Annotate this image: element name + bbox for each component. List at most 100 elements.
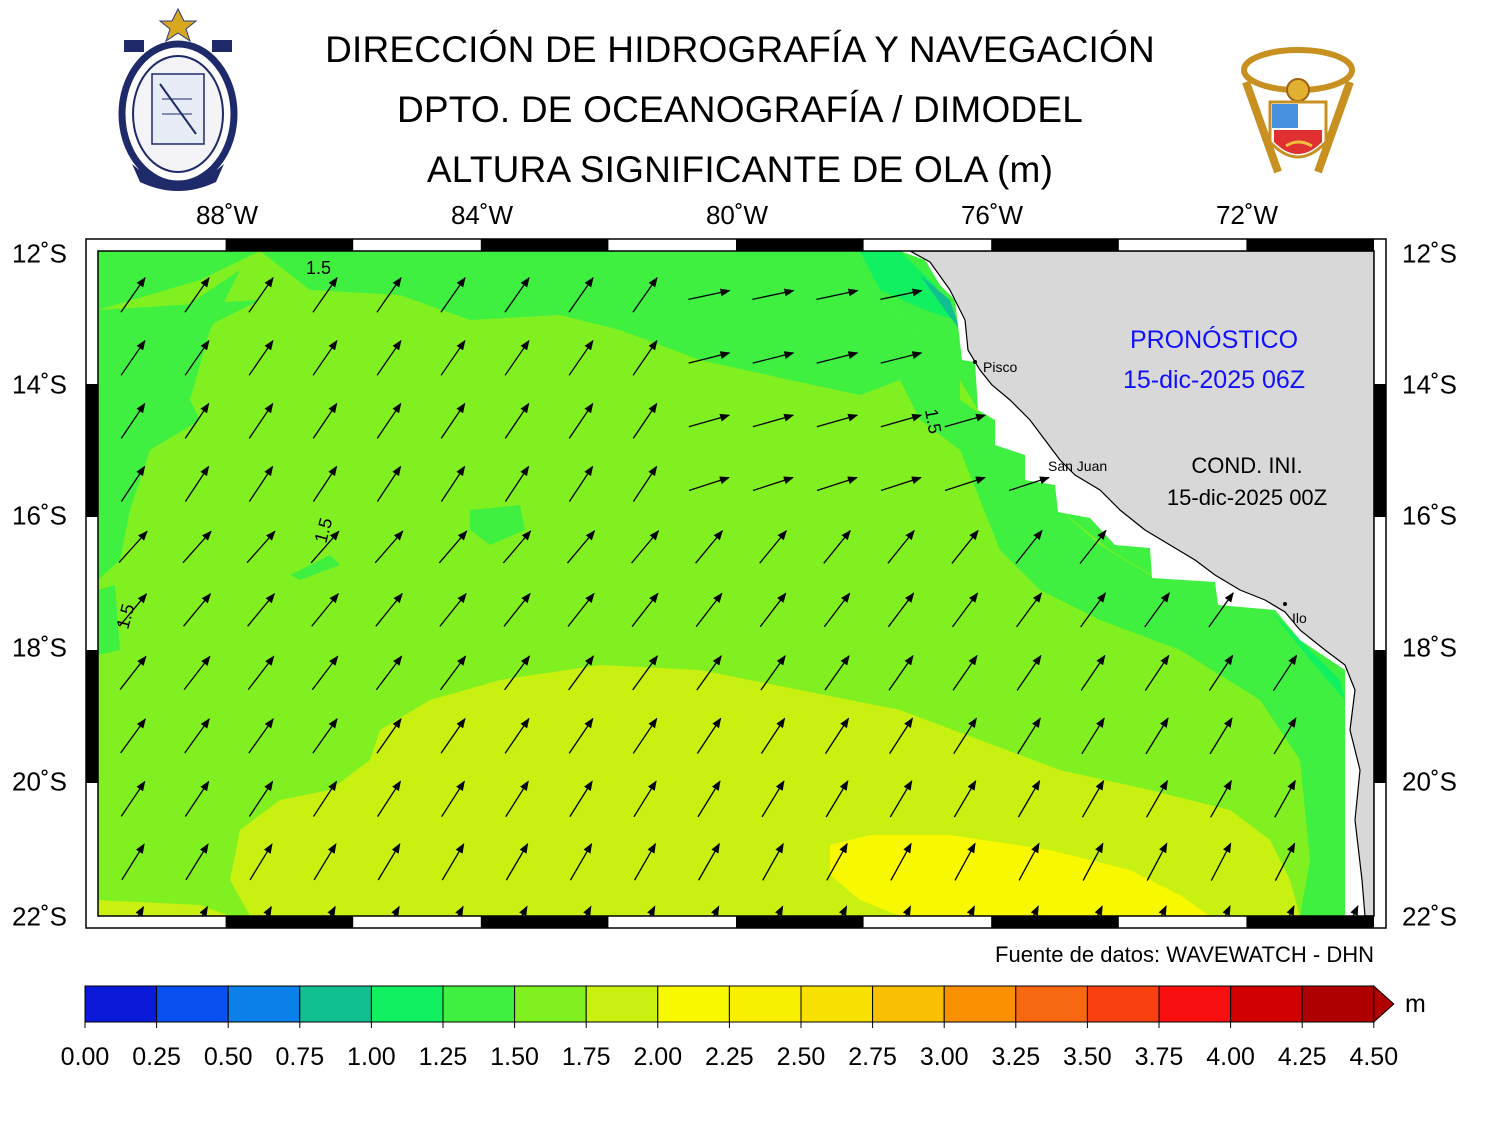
wave-direction-arrow bbox=[759, 592, 787, 628]
lat-label-right-18s: 18˚S bbox=[1402, 632, 1457, 663]
wave-direction-arrow bbox=[568, 717, 594, 754]
wave-direction-arrow bbox=[503, 592, 531, 627]
wave-direction-arrow bbox=[1144, 654, 1170, 691]
frame-scale-segment bbox=[991, 916, 1119, 928]
wave-direction-arrow bbox=[504, 717, 530, 754]
wave-direction-arrow bbox=[248, 780, 274, 817]
wave-direction-arrow bbox=[135, 905, 145, 916]
colorbar-tick-label: 1.50 bbox=[490, 1043, 539, 1071]
wave-direction-arrow bbox=[1016, 592, 1043, 628]
wave-direction-arrow bbox=[752, 476, 794, 492]
frame-scale-segment bbox=[480, 239, 609, 251]
wave-direction-arrow bbox=[247, 593, 275, 627]
frame-scale-segment bbox=[480, 916, 609, 928]
wave-direction-arrow bbox=[1015, 529, 1043, 564]
wave-zone-1-00-north bbox=[860, 251, 955, 320]
lon-label-88w: 88˚W bbox=[195, 200, 259, 230]
wave-direction-arrow bbox=[377, 780, 401, 817]
lat-label-left-22s: 22˚S bbox=[12, 901, 67, 932]
wave-direction-arrow bbox=[263, 905, 272, 916]
wave-direction-arrow bbox=[312, 276, 338, 313]
wave-direction-arrow bbox=[1350, 905, 1359, 916]
wave-direction-arrow bbox=[119, 593, 148, 627]
wave-direction-arrow bbox=[248, 402, 274, 439]
wave-direction-arrow bbox=[888, 654, 914, 691]
wave-direction-arrow bbox=[312, 339, 338, 376]
wave-direction-arrow bbox=[248, 718, 274, 754]
wave-direction-arrow bbox=[1274, 779, 1296, 818]
wave-direction-arrow bbox=[761, 780, 785, 818]
lat-label-right-16s: 16˚S bbox=[1402, 500, 1457, 531]
lat-label-right-22s: 22˚S bbox=[1402, 901, 1457, 932]
wave-direction-arrow bbox=[880, 476, 922, 492]
wave-direction-arrow bbox=[182, 530, 212, 564]
wave-direction-arrow bbox=[376, 465, 402, 502]
wave-direction-arrow bbox=[752, 351, 795, 364]
colorbar-tick-label: 0.75 bbox=[275, 1043, 325, 1071]
wave-direction-arrow bbox=[120, 718, 146, 754]
wave-direction-arrow bbox=[698, 842, 720, 881]
wave-direction-arrow bbox=[185, 843, 209, 881]
colorbar-tick-label: 2.75 bbox=[848, 1043, 897, 1071]
wave-direction-arrow bbox=[1158, 905, 1167, 916]
wave-direction-arrow bbox=[1208, 592, 1234, 628]
wave-direction-arrow bbox=[1081, 779, 1105, 818]
colorbar-tick-label: 3.75 bbox=[1134, 1043, 1184, 1071]
wave-direction-arrow bbox=[569, 842, 593, 881]
wave-direction-arrow bbox=[502, 530, 532, 564]
wave-direction-arrow bbox=[312, 780, 338, 817]
title-line-1: DIRECCIÓN DE HIDROGRAFÍA Y NAVEGACIÓN bbox=[325, 29, 1155, 70]
wave-patch-3 bbox=[98, 585, 120, 655]
colorbar-tick-label: 2.50 bbox=[776, 1043, 826, 1071]
wave-direction-arrow bbox=[632, 276, 658, 313]
wave-direction-arrow bbox=[889, 717, 913, 754]
wave-direction-arrow bbox=[455, 905, 464, 916]
wave-direction-arrow bbox=[376, 276, 402, 313]
wave-direction-arrow bbox=[504, 402, 530, 439]
colorbar-tick-label: 1.75 bbox=[561, 1043, 611, 1071]
wave-direction-arrow bbox=[632, 717, 658, 754]
wave-direction-arrow bbox=[647, 905, 656, 916]
wave-direction-arrow bbox=[311, 592, 339, 627]
wave-patch-1 bbox=[470, 505, 525, 545]
wave-direction-arrow bbox=[887, 529, 915, 564]
frame-scale-segment bbox=[736, 239, 864, 251]
wave-direction-arrow bbox=[951, 592, 979, 628]
wave-direction-arrow bbox=[1272, 654, 1298, 691]
lat-label-left-16s: 16˚S bbox=[12, 500, 67, 531]
wave-direction-arrow bbox=[825, 780, 849, 818]
wave-direction-arrow bbox=[1017, 717, 1041, 755]
wave-direction-arrow bbox=[1094, 905, 1103, 916]
wave-direction-arrow bbox=[1079, 529, 1107, 564]
wave-direction-arrow bbox=[376, 339, 402, 376]
wave-direction-arrow bbox=[688, 351, 731, 364]
wave-direction-arrow bbox=[391, 905, 400, 916]
wave-direction-arrow bbox=[311, 655, 339, 691]
wave-direction-arrow bbox=[1273, 717, 1297, 755]
wave-direction-arrow bbox=[1210, 779, 1232, 818]
forecast-time: 15-dic-2025 06Z bbox=[1123, 366, 1305, 394]
wave-direction-arrow bbox=[633, 842, 657, 881]
wave-direction-arrow bbox=[184, 718, 210, 754]
wave-direction-arrow bbox=[568, 339, 594, 376]
wave-direction-arrow bbox=[1016, 654, 1042, 691]
wave-direction-arrow bbox=[374, 530, 404, 564]
wave-direction-arrow bbox=[568, 465, 594, 502]
wave-direction-arrow bbox=[183, 655, 211, 691]
wave-direction-arrow bbox=[504, 655, 531, 691]
wave-direction-arrow bbox=[376, 402, 402, 439]
wave-direction-arrow bbox=[824, 655, 850, 691]
lat-label-right-14s: 14˚S bbox=[1402, 369, 1457, 400]
wave-direction-arrow bbox=[248, 276, 274, 313]
wave-direction-arrow bbox=[711, 905, 720, 916]
wave-direction-arrow bbox=[313, 843, 337, 881]
lat-label-left-12s: 12˚S bbox=[12, 238, 67, 269]
wave-direction-arrow bbox=[696, 717, 722, 754]
wave-direction-arrow bbox=[696, 655, 722, 691]
wave-direction-arrow bbox=[890, 842, 912, 881]
map-frame-scale bbox=[86, 239, 1386, 928]
colorbar-tick-label: 0.25 bbox=[132, 1043, 181, 1071]
wave-direction-arrow bbox=[327, 905, 336, 916]
wave-direction-arrow bbox=[569, 780, 593, 818]
wave-direction-arrow bbox=[439, 592, 467, 627]
